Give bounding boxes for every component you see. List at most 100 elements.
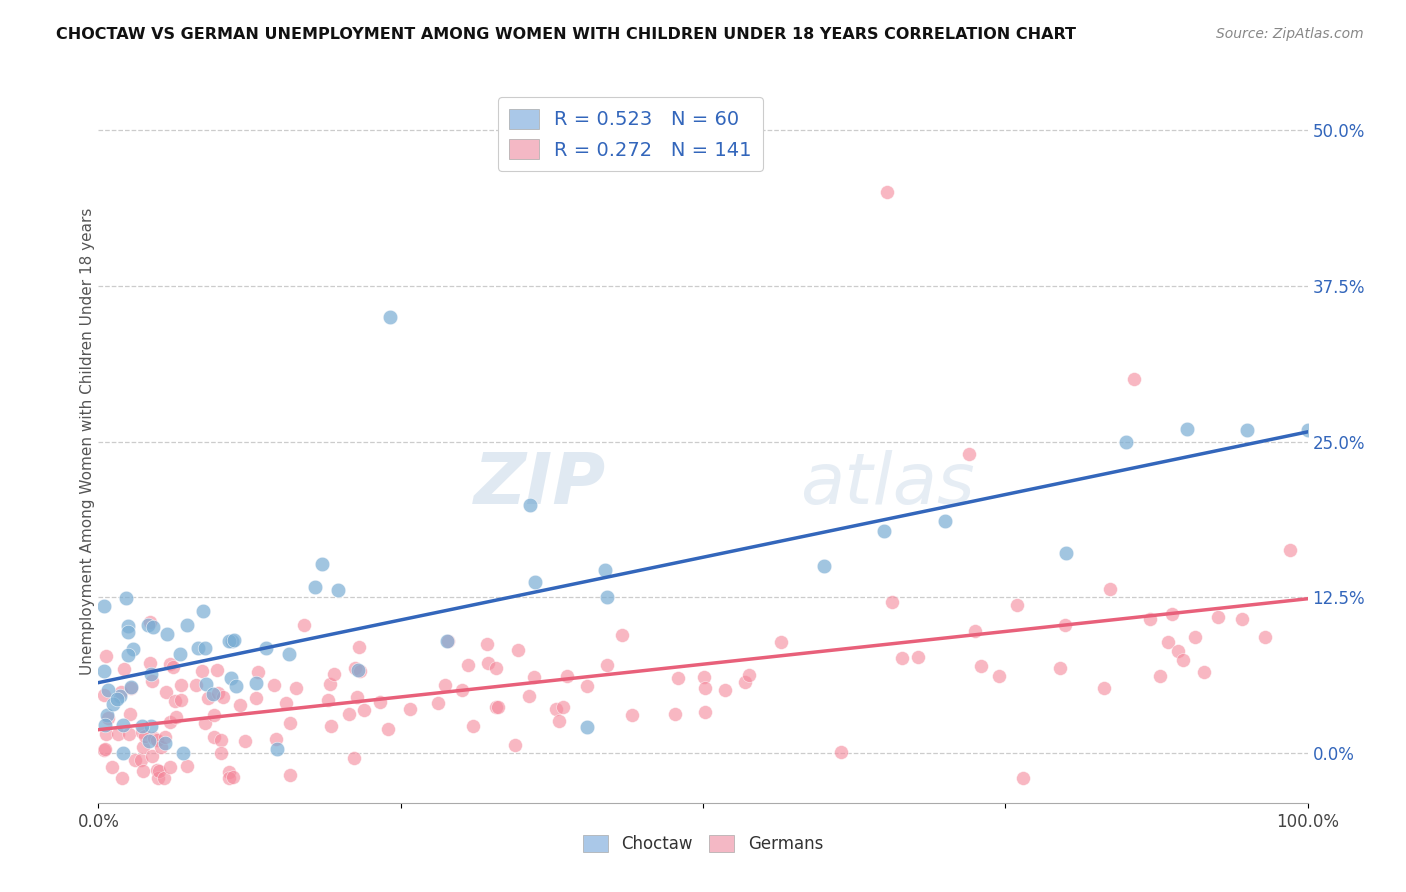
Point [94, 718, 117, 732]
Point [1230, 612, 1253, 626]
Point [209, 747, 232, 761]
Point [132, 764, 155, 779]
Point [229, 698, 252, 712]
Point [191, 665, 214, 679]
Point [353, 703, 375, 717]
Point [263, 678, 285, 692]
Point [194, 715, 217, 730]
Point [197, 691, 219, 706]
Point [1149, 669, 1171, 683]
Point [1254, 630, 1277, 644]
Point [112, 662, 135, 676]
Point [506, 643, 529, 657]
Point [145, 732, 167, 747]
Point [112, 718, 135, 732]
Point [207, 686, 229, 700]
Point [1049, 660, 1071, 674]
Point [132, 740, 155, 755]
Point [1115, 434, 1137, 449]
Point [693, 705, 716, 719]
Point [1007, 598, 1029, 612]
Point [451, 682, 474, 697]
Point [1122, 372, 1144, 386]
Legend: Choctaw, Germans: Choctaw, Germans [576, 828, 830, 860]
Point [247, 665, 270, 680]
Point [461, 719, 484, 733]
Point [138, 734, 160, 748]
Point [114, 591, 136, 606]
Point [547, 714, 569, 729]
Point [153, 736, 176, 750]
Point [714, 682, 737, 697]
Point [120, 681, 142, 696]
Point [162, 660, 184, 674]
Point [546, 702, 568, 716]
Point [343, 751, 366, 765]
Point [524, 575, 547, 590]
Point [873, 524, 896, 538]
Point [278, 715, 301, 730]
Point [107, 727, 129, 741]
Point [103, 697, 125, 711]
Point [118, 727, 141, 741]
Text: ZIP: ZIP [474, 450, 606, 519]
Point [93, 599, 115, 614]
Point [553, 700, 575, 714]
Point [347, 640, 370, 654]
Point [129, 754, 152, 768]
Point [159, 760, 181, 774]
Point [988, 668, 1011, 682]
Point [934, 514, 956, 528]
Point [426, 696, 449, 710]
Point [184, 677, 207, 691]
Point [176, 759, 198, 773]
Point [1139, 612, 1161, 626]
Point [187, 641, 209, 656]
Point [155, 730, 177, 744]
Point [219, 671, 242, 685]
Point [596, 590, 619, 604]
Point [205, 663, 228, 677]
Point [131, 719, 153, 733]
Point [159, 657, 181, 672]
Point [170, 678, 193, 692]
Point [1054, 546, 1077, 560]
Point [146, 771, 169, 785]
Point [117, 624, 139, 639]
Point [112, 746, 135, 760]
Point [118, 707, 141, 722]
Point [882, 595, 904, 609]
Point [1099, 582, 1122, 596]
Point [97, 711, 120, 725]
Point [576, 680, 599, 694]
Point [368, 695, 391, 709]
Point [120, 681, 142, 695]
Point [319, 677, 342, 691]
Point [266, 742, 288, 756]
Point [110, 684, 132, 698]
Point [734, 675, 756, 690]
Point [907, 650, 929, 665]
Point [150, 739, 173, 754]
Y-axis label: Unemployment Among Women with Children Under 18 years: Unemployment Among Women with Children U… [80, 208, 94, 675]
Point [1053, 617, 1076, 632]
Point [139, 656, 162, 670]
Point [311, 557, 333, 571]
Point [94, 649, 117, 664]
Point [165, 709, 187, 723]
Point [380, 310, 402, 324]
Point [343, 661, 366, 675]
Point [165, 694, 187, 708]
Point [292, 617, 315, 632]
Point [323, 667, 346, 681]
Point [1296, 423, 1319, 437]
Point [111, 771, 134, 785]
Point [202, 707, 225, 722]
Point [1184, 630, 1206, 644]
Point [202, 687, 225, 701]
Point [155, 627, 177, 641]
Point [316, 693, 339, 707]
Point [621, 707, 644, 722]
Point [346, 663, 368, 677]
Point [278, 647, 301, 661]
